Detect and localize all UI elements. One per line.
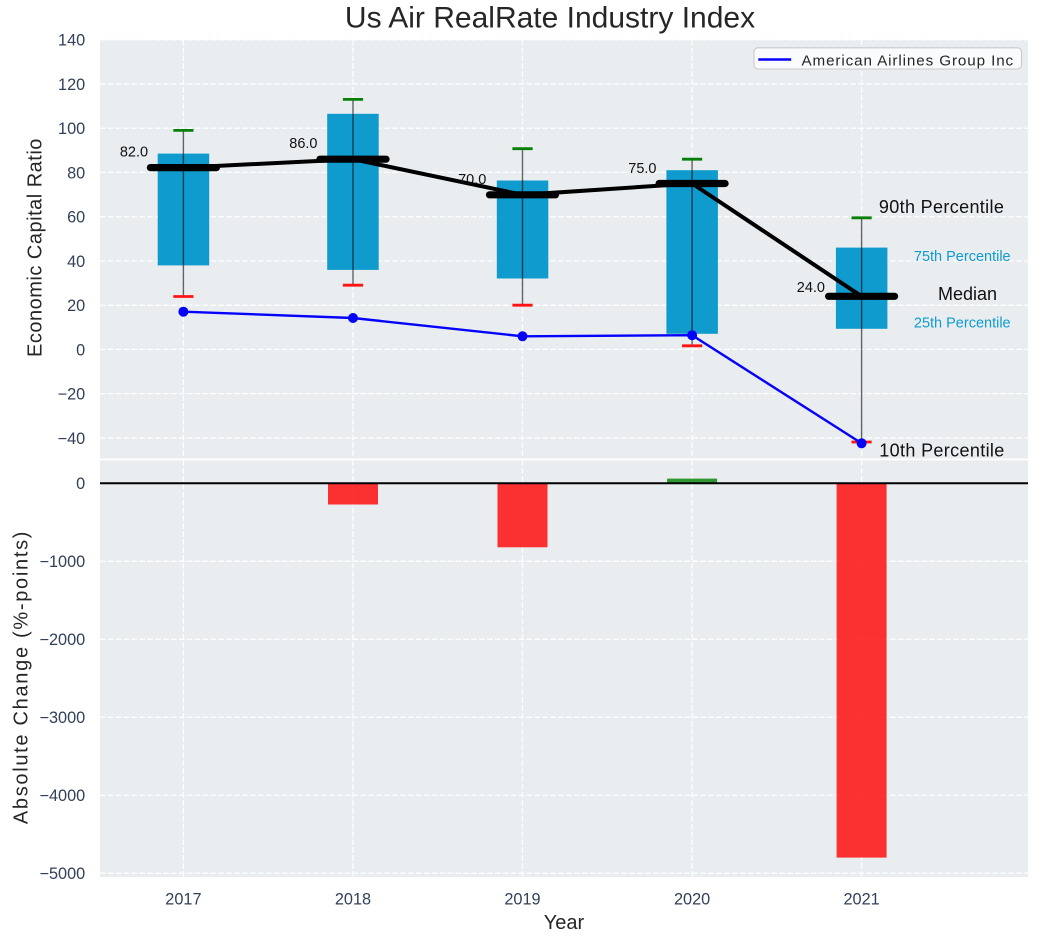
svg-text:40: 40 <box>67 253 85 271</box>
svg-text:−40: −40 <box>58 430 86 448</box>
svg-text:120: 120 <box>58 76 85 94</box>
svg-text:140: 140 <box>58 32 85 50</box>
svg-text:−2000: −2000 <box>39 631 85 649</box>
svg-text:−5000: −5000 <box>39 865 85 883</box>
svg-text:24.0: 24.0 <box>797 280 825 296</box>
svg-text:2020: 2020 <box>674 891 710 909</box>
svg-text:Economic Capital Ratio: Economic Capital Ratio <box>25 138 47 357</box>
svg-text:82.0: 82.0 <box>120 145 148 161</box>
svg-text:0: 0 <box>76 341 85 359</box>
svg-text:2017: 2017 <box>165 891 201 909</box>
svg-text:90th Percentile: 90th Percentile <box>879 197 1004 217</box>
svg-text:−3000: −3000 <box>39 709 85 727</box>
svg-text:Absolute Change (%-points): Absolute Change (%-points) <box>11 530 33 824</box>
svg-text:75th Percentile: 75th Percentile <box>914 249 1011 265</box>
svg-text:Median: Median <box>938 284 997 304</box>
svg-text:25th Percentile: 25th Percentile <box>914 315 1011 331</box>
svg-text:60: 60 <box>67 209 85 227</box>
svg-text:10th Percentile: 10th Percentile <box>879 441 1004 461</box>
svg-text:20: 20 <box>67 297 85 315</box>
svg-text:2019: 2019 <box>504 891 540 909</box>
svg-text:American Airlines Group Inc: American Airlines Group Inc <box>802 53 1015 70</box>
svg-text:−4000: −4000 <box>39 787 85 805</box>
svg-text:100: 100 <box>58 120 85 138</box>
svg-text:86.0: 86.0 <box>289 136 317 152</box>
svg-text:2021: 2021 <box>843 891 879 909</box>
svg-text:75.0: 75.0 <box>628 161 656 177</box>
svg-text:Year: Year <box>544 912 585 934</box>
svg-text:−1000: −1000 <box>39 553 85 571</box>
svg-text:80: 80 <box>67 164 85 182</box>
svg-text:0: 0 <box>76 475 85 493</box>
svg-text:2018: 2018 <box>335 891 371 909</box>
svg-text:Us Air RealRate Industry Index: Us Air RealRate Industry Index <box>345 2 755 35</box>
svg-text:−20: −20 <box>58 386 86 404</box>
svg-text:70.0: 70.0 <box>458 172 486 188</box>
